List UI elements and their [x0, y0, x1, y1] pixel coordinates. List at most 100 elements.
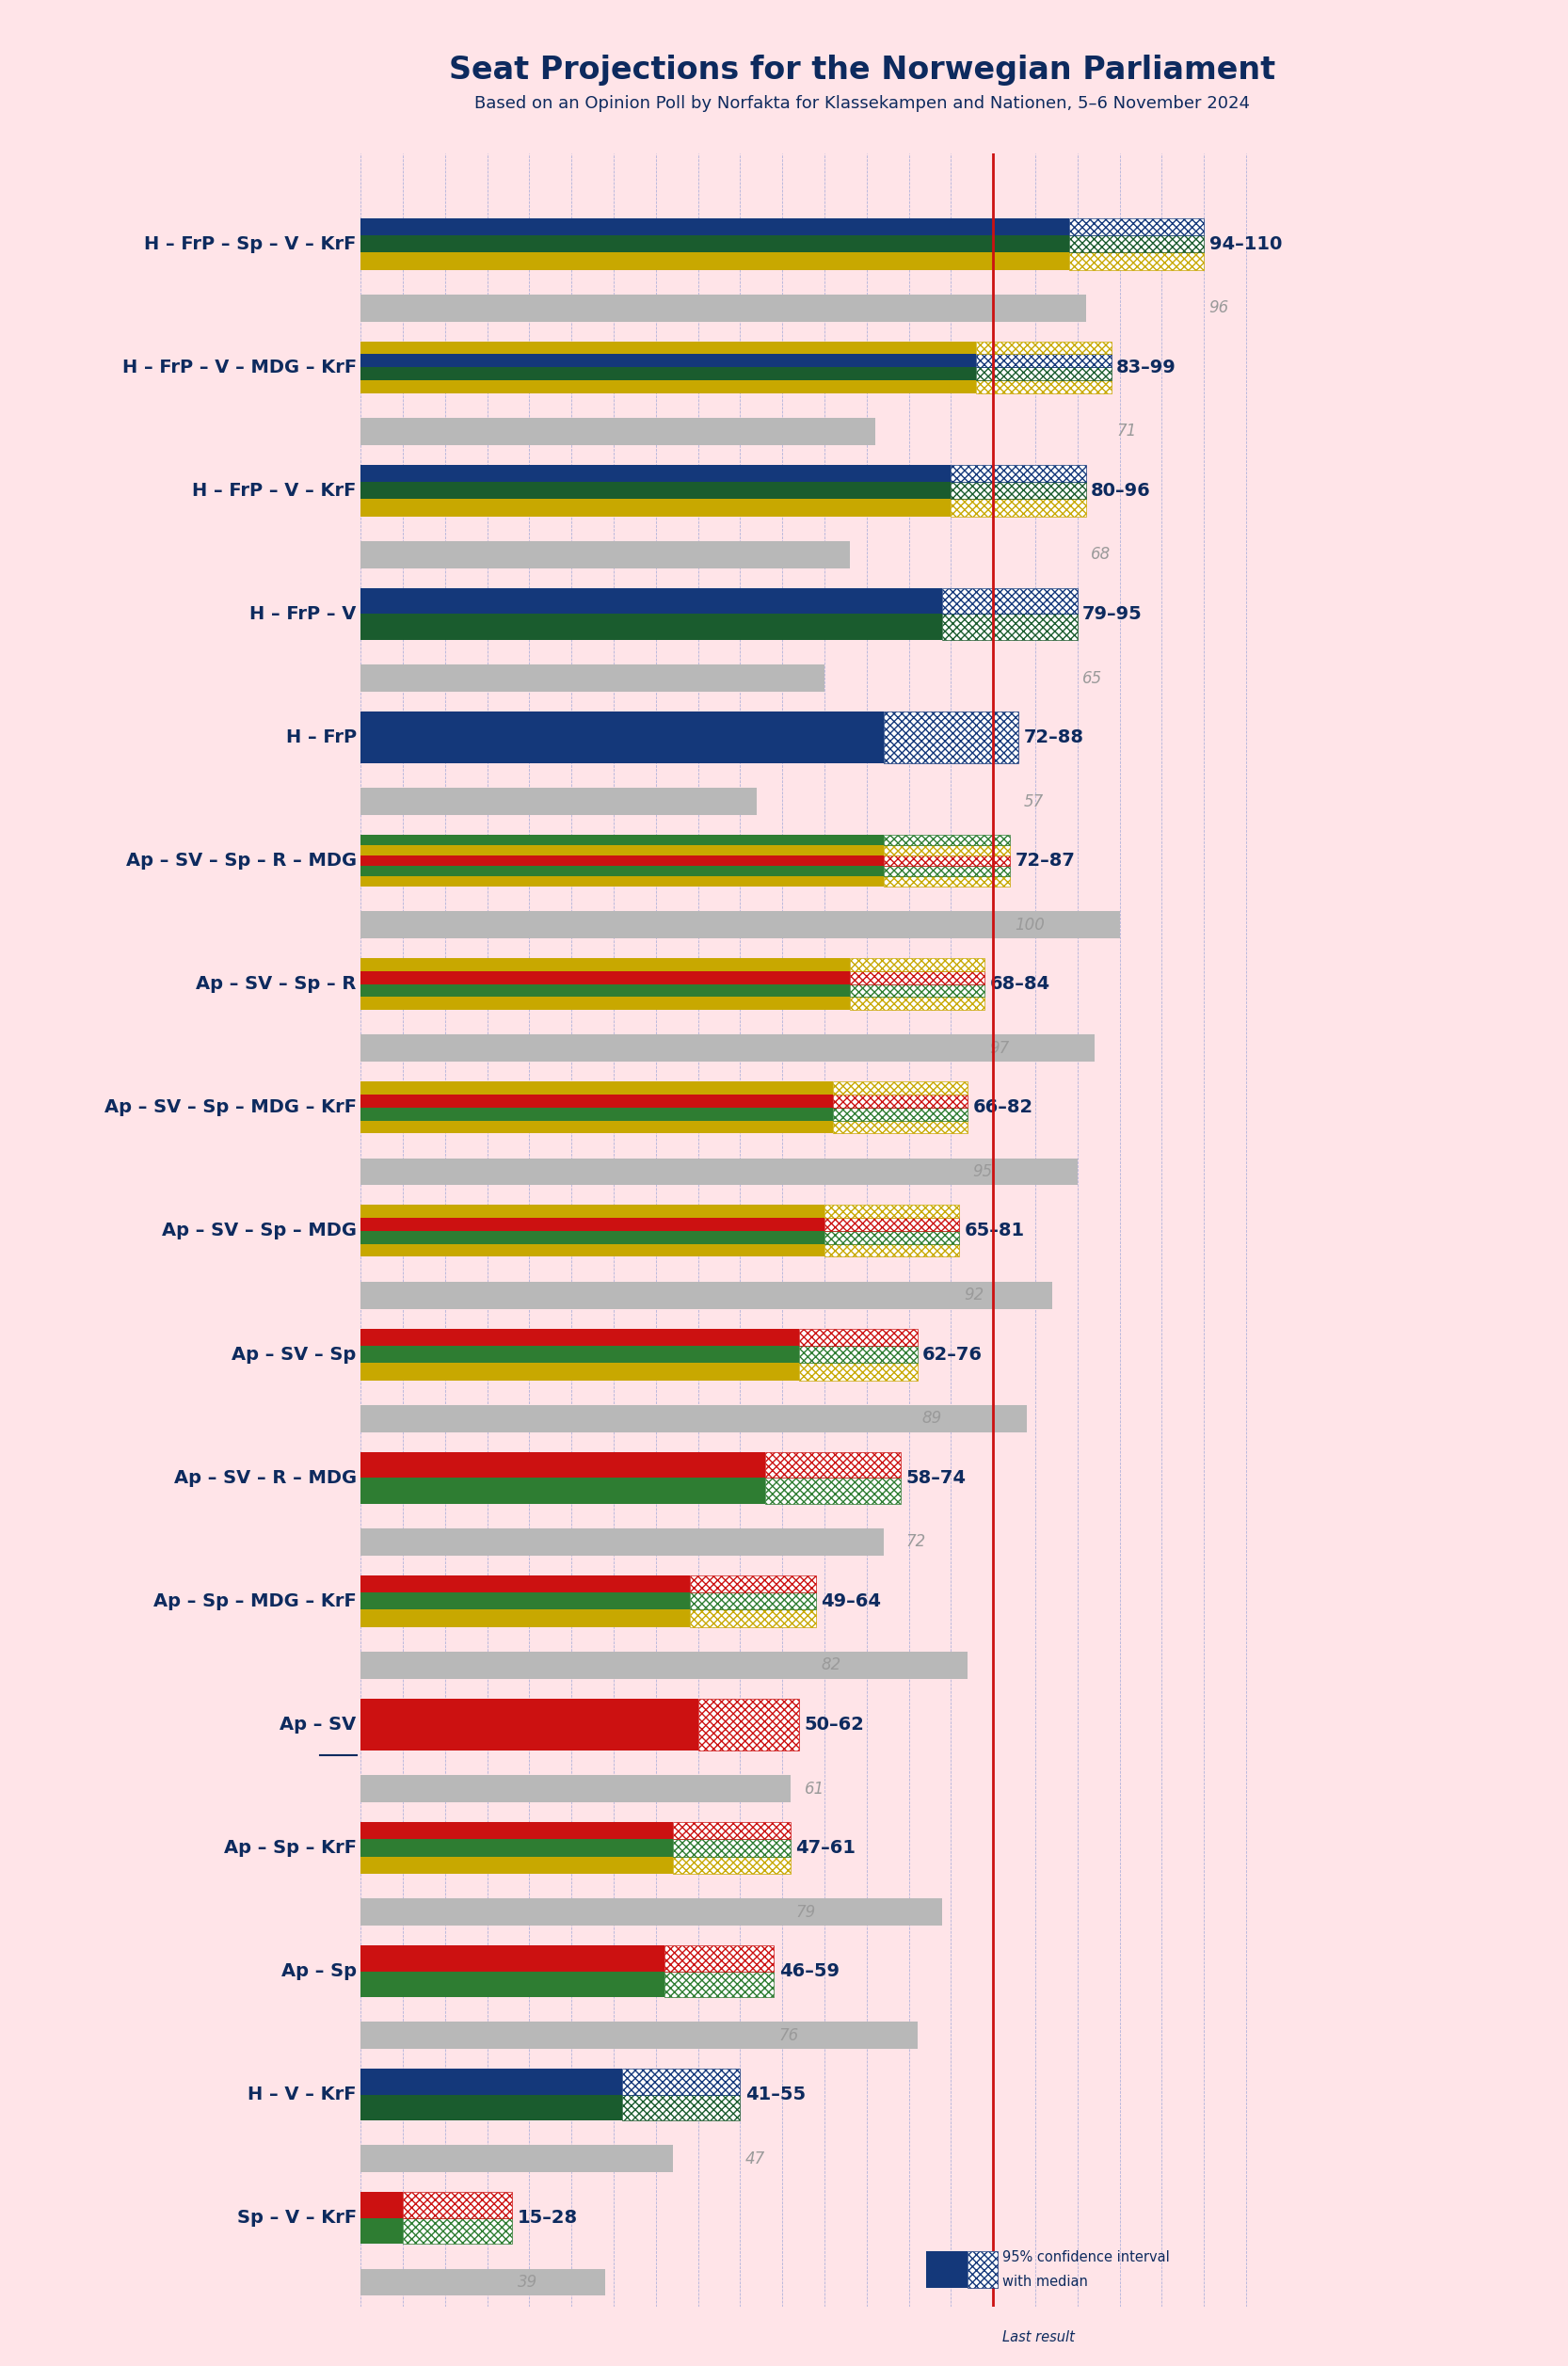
Bar: [665, 1971, 775, 1997]
Bar: [361, 1327, 800, 1346]
Text: 82: 82: [822, 1656, 840, 1673]
Bar: [925, 2323, 997, 2352]
Bar: [361, 665, 825, 691]
Bar: [925, 2252, 967, 2288]
Bar: [361, 845, 883, 856]
Bar: [950, 483, 1087, 499]
Bar: [1069, 253, 1204, 270]
Bar: [825, 1218, 960, 1230]
Bar: [361, 1592, 690, 1609]
Bar: [883, 845, 1010, 856]
Text: 89: 89: [922, 1410, 942, 1427]
Bar: [765, 1453, 900, 1479]
Bar: [765, 1479, 900, 1505]
Text: 47: 47: [745, 2151, 765, 2167]
Bar: [977, 381, 1112, 393]
Bar: [950, 464, 1087, 483]
Bar: [690, 1609, 815, 1628]
Bar: [622, 2068, 740, 2094]
Bar: [673, 1838, 790, 1857]
Bar: [361, 367, 977, 381]
Bar: [361, 1363, 800, 1379]
Bar: [825, 1245, 960, 1256]
Bar: [825, 1245, 960, 1256]
Bar: [850, 958, 985, 970]
Text: 72–88: 72–88: [1024, 729, 1083, 745]
Bar: [883, 712, 1018, 764]
Text: with median: with median: [1002, 2276, 1088, 2290]
Bar: [361, 970, 850, 984]
Bar: [967, 2252, 997, 2288]
Bar: [883, 712, 1018, 764]
Bar: [690, 1576, 815, 1592]
Bar: [403, 2193, 513, 2217]
Text: Based on an Opinion Poll by Norfakta for Klassekampen and Nationen, 5–6 November: Based on an Opinion Poll by Norfakta for…: [475, 95, 1250, 111]
Bar: [361, 1945, 665, 1971]
Text: 79: 79: [797, 1905, 815, 1921]
Bar: [698, 1699, 800, 1751]
Bar: [800, 1346, 917, 1363]
Bar: [361, 1609, 690, 1628]
Text: 97: 97: [989, 1041, 1010, 1058]
Text: Ap – SV – Sp – R: Ap – SV – Sp – R: [196, 975, 356, 994]
Bar: [833, 1121, 967, 1133]
Bar: [673, 1857, 790, 1874]
Bar: [665, 1945, 775, 1971]
Bar: [361, 2068, 622, 2094]
Bar: [883, 866, 1010, 875]
Bar: [977, 355, 1112, 367]
Bar: [833, 1081, 967, 1095]
Bar: [950, 464, 1087, 483]
Text: 41–55: 41–55: [745, 2087, 806, 2103]
Bar: [942, 615, 1077, 639]
Bar: [361, 419, 875, 445]
Bar: [1069, 253, 1204, 270]
Bar: [403, 2193, 513, 2217]
Bar: [361, 958, 850, 970]
Text: 76: 76: [779, 2028, 800, 2044]
Text: Ap – SV – Sp: Ap – SV – Sp: [232, 1346, 356, 1363]
Bar: [883, 875, 1010, 887]
Text: 65: 65: [1082, 670, 1102, 686]
Bar: [361, 1081, 833, 1095]
Bar: [361, 234, 1069, 253]
Bar: [622, 2068, 740, 2094]
Bar: [850, 958, 985, 970]
Text: 92: 92: [964, 1287, 985, 1304]
Bar: [1069, 218, 1204, 234]
Bar: [673, 1838, 790, 1857]
Bar: [361, 911, 1120, 939]
Bar: [850, 984, 985, 996]
Bar: [361, 499, 950, 516]
Text: 72: 72: [905, 1533, 925, 1550]
Bar: [690, 1609, 815, 1628]
Text: H – V – KrF: H – V – KrF: [248, 2087, 356, 2103]
Bar: [825, 1204, 960, 1218]
Bar: [361, 1245, 825, 1256]
Bar: [361, 1204, 825, 1218]
Bar: [361, 483, 950, 499]
Text: 68–84: 68–84: [989, 975, 1051, 994]
Bar: [883, 866, 1010, 875]
Bar: [833, 1121, 967, 1133]
Bar: [942, 615, 1077, 639]
Text: 95: 95: [972, 1164, 993, 1181]
Bar: [673, 1857, 790, 1874]
Bar: [361, 341, 977, 355]
Text: 47–61: 47–61: [797, 1838, 856, 1857]
Bar: [361, 2146, 673, 2172]
Bar: [698, 1699, 800, 1751]
Bar: [690, 1592, 815, 1609]
Text: Ap – SV – Sp – MDG – KrF: Ap – SV – Sp – MDG – KrF: [103, 1098, 356, 1117]
Bar: [361, 1095, 833, 1107]
Bar: [361, 1699, 698, 1751]
Text: 46–59: 46–59: [779, 1961, 839, 1980]
Bar: [665, 1971, 775, 1997]
Bar: [1069, 234, 1204, 253]
Bar: [950, 499, 1087, 516]
Bar: [1069, 234, 1204, 253]
Text: 62–76: 62–76: [922, 1346, 983, 1363]
Bar: [825, 1230, 960, 1245]
Bar: [950, 483, 1087, 499]
Bar: [825, 1230, 960, 1245]
